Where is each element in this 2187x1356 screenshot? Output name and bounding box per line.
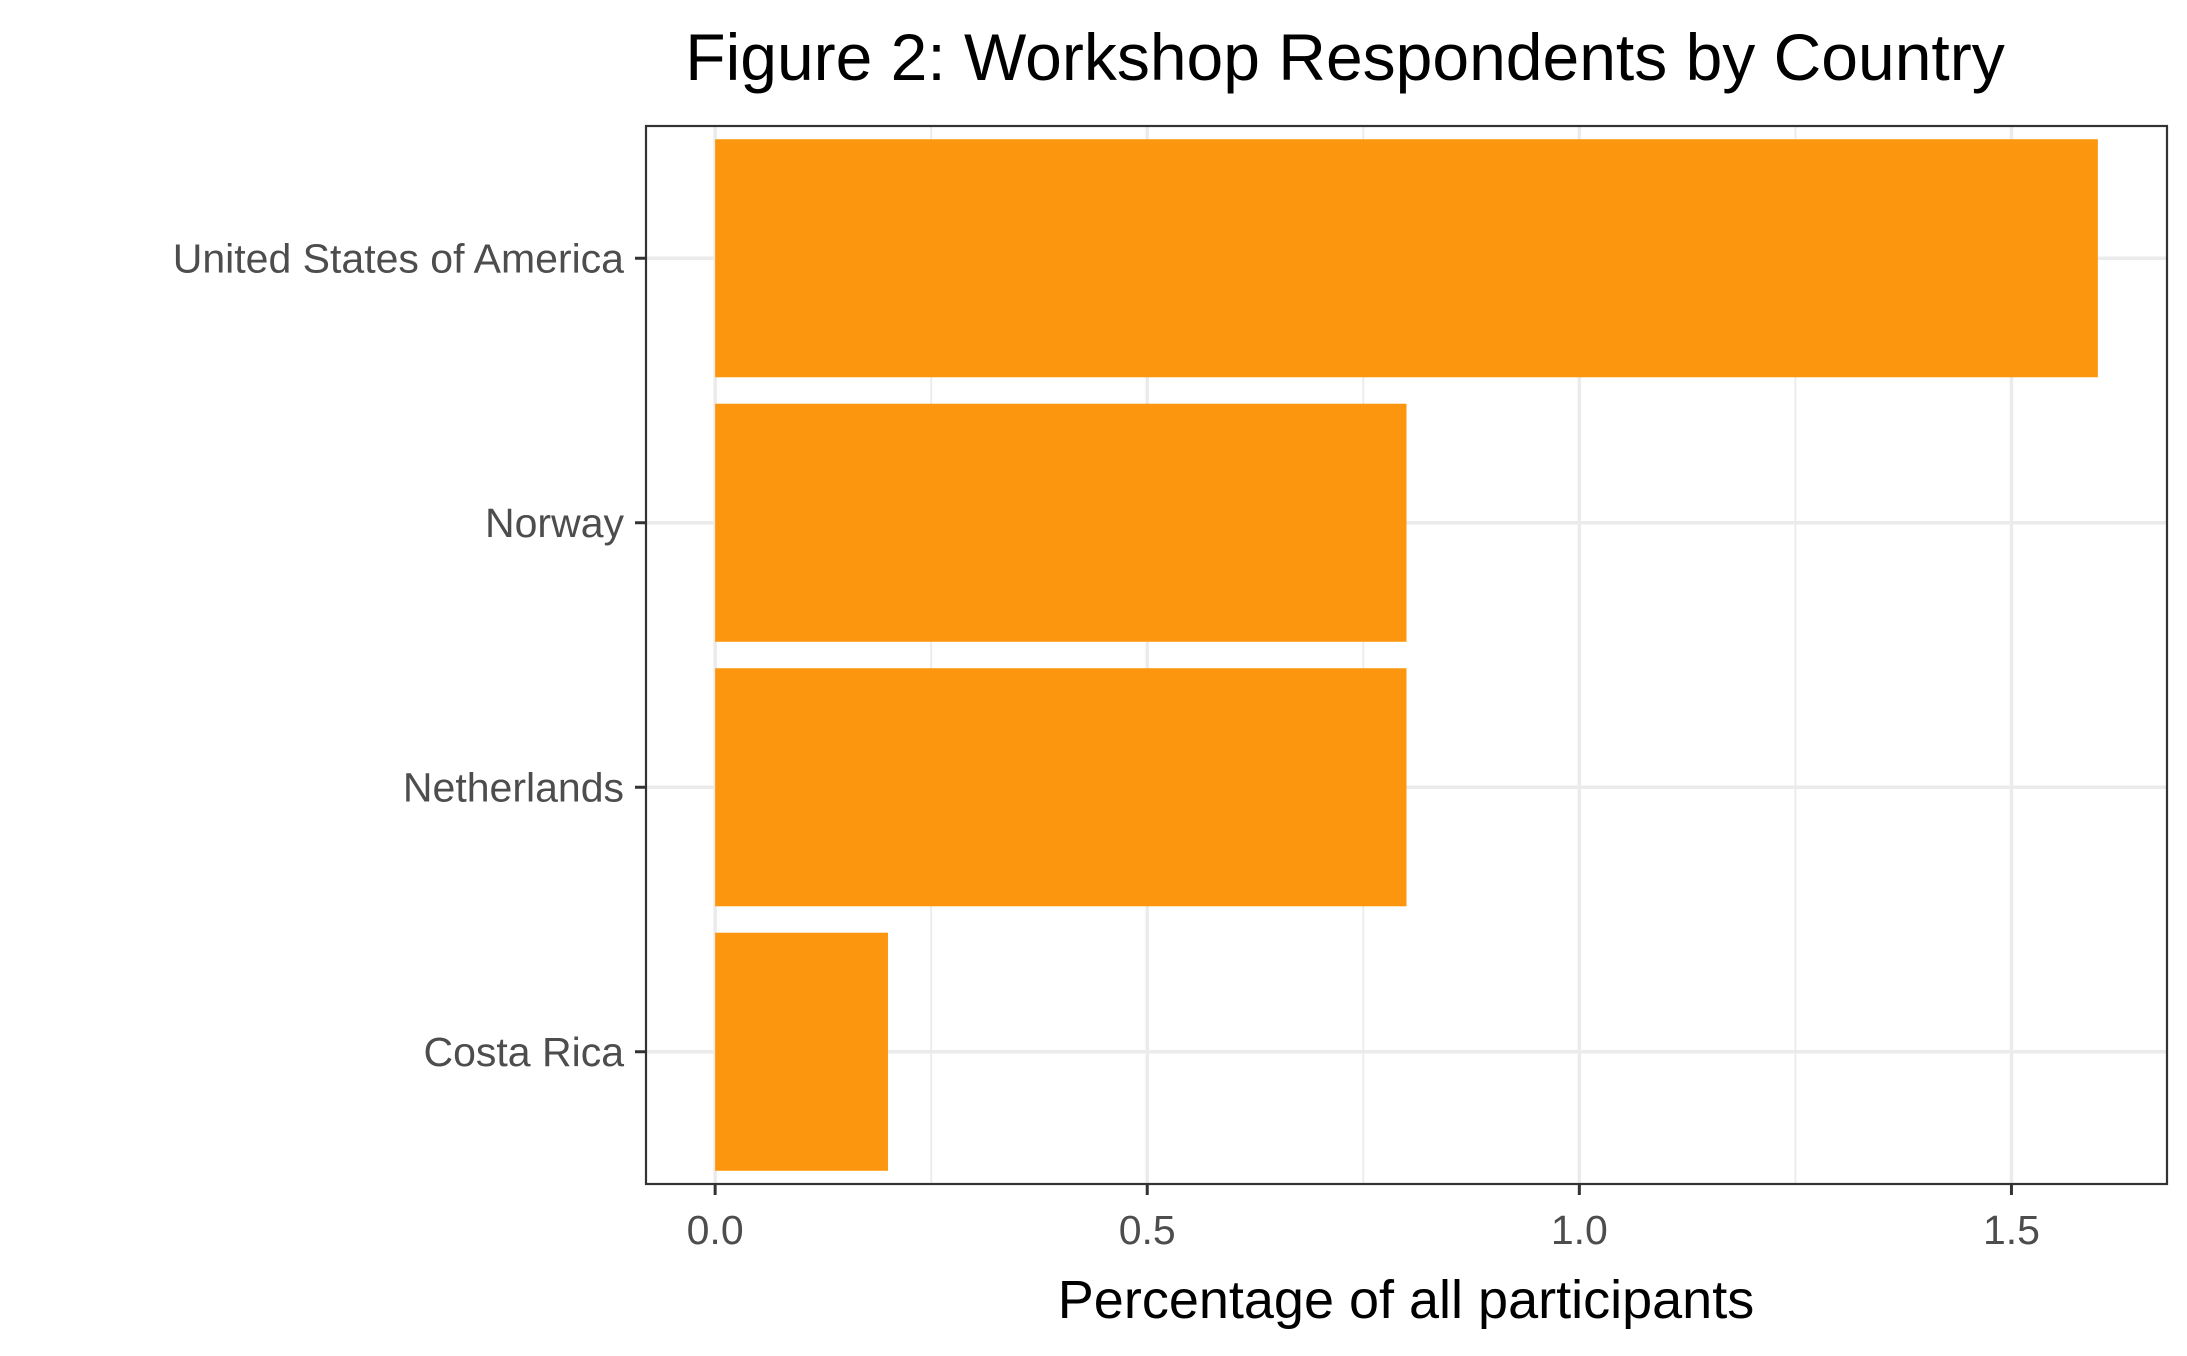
bar-united-states-of-america: [715, 139, 2098, 378]
x-tick-label: 0.0: [687, 1207, 744, 1253]
bar-norway: [715, 403, 1407, 642]
chart-title: Figure 2: Workshop Respondents by Countr…: [685, 20, 2004, 94]
plot-panel-border: [644, 124, 2169, 1186]
x-tick-label: 0.5: [1119, 1207, 1176, 1253]
bar-costa-rica: [715, 932, 888, 1171]
y-tick-label: Costa Rica: [423, 1029, 624, 1075]
x-axis-title: Percentage of all participants: [1058, 1270, 1754, 1330]
bar-netherlands: [715, 668, 1407, 907]
x-tick-label: 1.5: [1983, 1207, 2040, 1253]
y-tick-label: Norway: [485, 500, 624, 546]
y-tick-label: Netherlands: [403, 764, 624, 810]
y-tick-label: United States of America: [173, 235, 624, 281]
x-tick-label: 1.0: [1551, 1207, 1608, 1253]
